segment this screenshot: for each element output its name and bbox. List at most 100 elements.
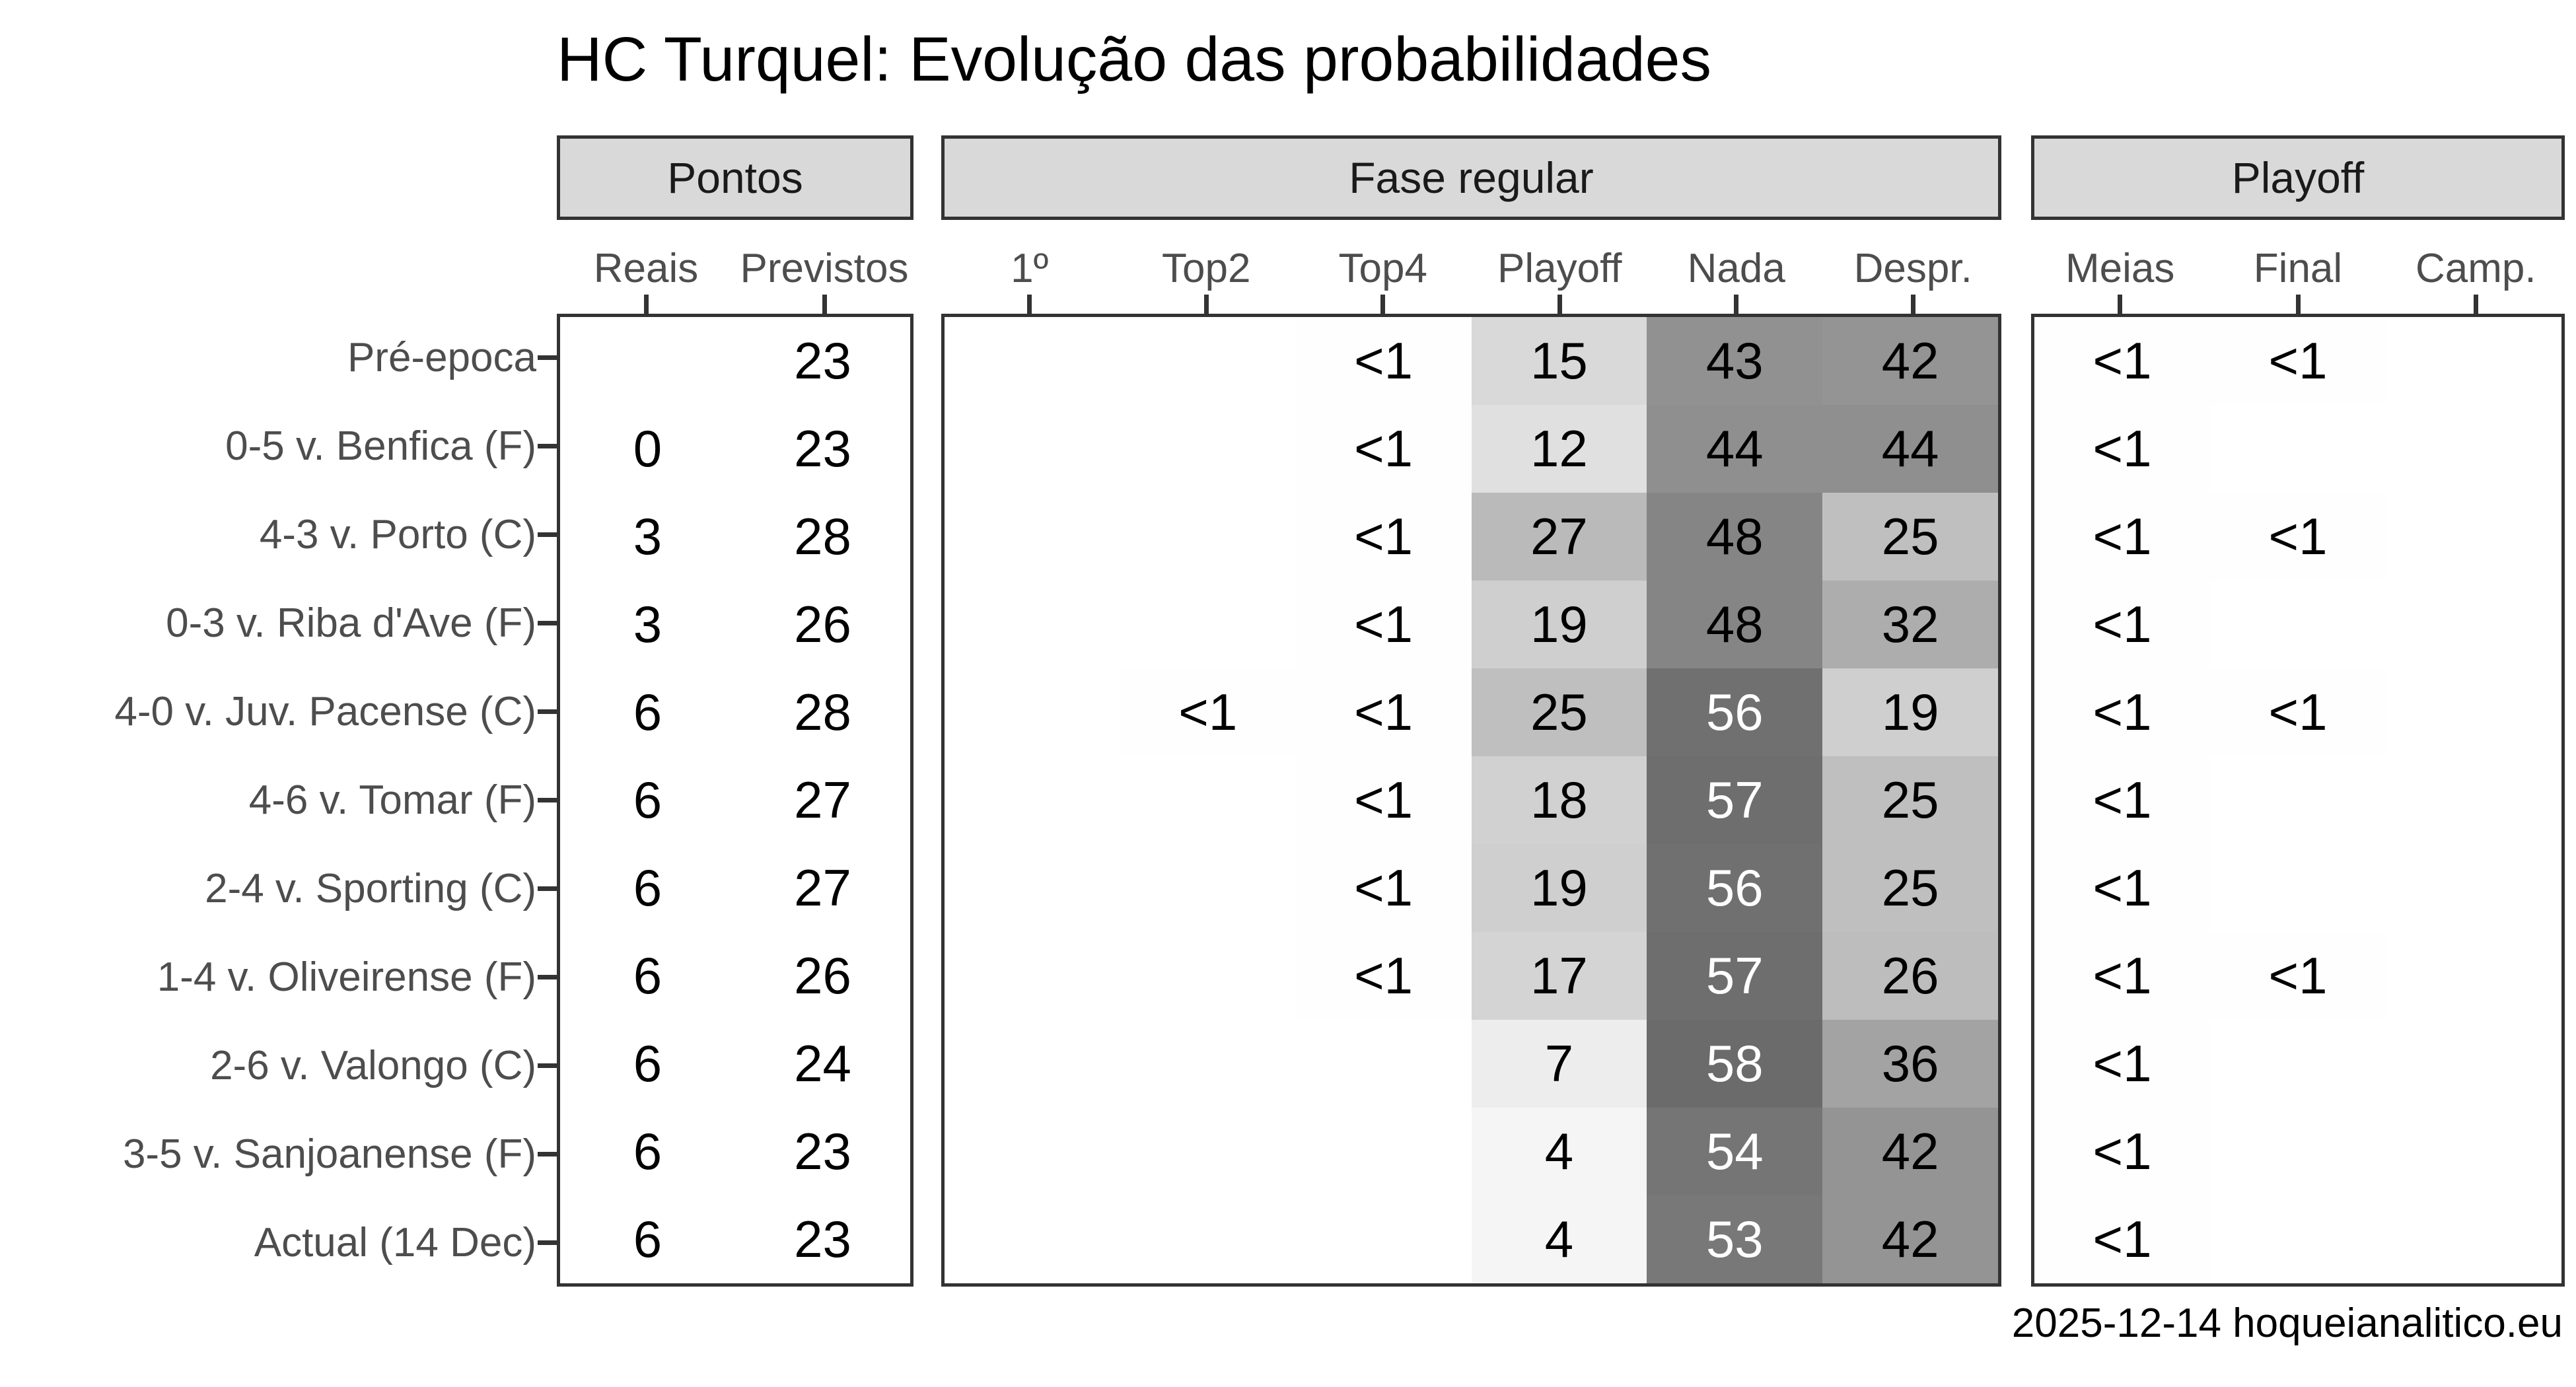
points-cell: 23: [794, 1210, 851, 1268]
heatmap-cell: 42: [1822, 1195, 1998, 1283]
heatmap-cell: [2386, 317, 2561, 405]
heatmap-cell: 26: [1822, 932, 1998, 1020]
heatmap-cell: 4: [1471, 1195, 1647, 1283]
heatmap-cell: 57: [1647, 756, 1823, 844]
points-cell: 6: [633, 859, 662, 917]
heatmap-cell: [1120, 932, 1296, 1020]
row-label: Pré-epoca: [347, 335, 536, 381]
heatmap-cell: [2386, 1195, 2561, 1283]
heatmap-cell: 54: [1647, 1108, 1823, 1195]
heatmap-cell: [1120, 756, 1296, 844]
heatmap-cell: [945, 405, 1120, 493]
heatmap-cell: 44: [1822, 405, 1998, 493]
heatmap-cell: [1120, 1195, 1296, 1283]
heatmap-cell: <1: [2034, 317, 2210, 405]
heatmap-cell: [1120, 1108, 1296, 1195]
heatmap-cell: <1: [2034, 932, 2210, 1020]
points-cell: 3: [633, 507, 662, 565]
heatmap-cell: 25: [1822, 844, 1998, 932]
heatmap-cell: 56: [1647, 844, 1823, 932]
axis-tick-top: [1910, 295, 1915, 314]
strip-fase-regular: Fase regular: [941, 135, 2001, 220]
heatmap-cell: 42: [1822, 1108, 1998, 1195]
heatmap-cell: [2386, 405, 2561, 493]
heatmap-cell: <1: [1295, 493, 1472, 581]
heatmap-cell: 19: [1471, 581, 1647, 668]
heatmap-cell: 19: [1822, 668, 1998, 756]
heatmap-cell: [1120, 405, 1296, 493]
heatmap-cell: 56: [1647, 668, 1823, 756]
heatmap-cell: [1296, 1195, 1472, 1283]
points-cell: 23: [794, 419, 851, 478]
heatmap-cell: 48: [1647, 493, 1823, 581]
points-cell: 27: [794, 859, 851, 917]
axis-tick-left: [538, 444, 557, 449]
axis-tick-top: [1027, 295, 1032, 314]
heatmap-cell: <1: [1295, 581, 1472, 668]
heatmap-cell: 18: [1471, 756, 1647, 844]
heatmap-cell: [2210, 581, 2386, 668]
heatmap-cell: [1120, 1020, 1296, 1108]
heatmap-cell: [945, 317, 1120, 405]
points-cell: 26: [794, 595, 851, 653]
column-header-fase-3: Playoff: [1497, 246, 1622, 291]
axis-tick-top: [1203, 295, 1209, 314]
heatmap-cell: [945, 1108, 1120, 1195]
points-cell: 6: [633, 771, 662, 829]
axis-tick-left: [538, 709, 557, 715]
points-cell: 27: [794, 771, 851, 829]
heatmap-cell: <1: [2210, 493, 2386, 581]
heatmap-cell: [2386, 581, 2561, 668]
column-header-pontos-1: Previstos: [740, 246, 909, 291]
axis-tick-top: [1380, 295, 1386, 314]
heatmap-cell: [2386, 844, 2561, 932]
heatmap-cell: <1: [2034, 1108, 2210, 1195]
row-label: 0-5 v. Benfica (F): [225, 423, 536, 470]
heatmap-cell: 19: [1471, 844, 1647, 932]
strip-pontos: Pontos: [557, 135, 913, 220]
heatmap-cell: [1296, 1020, 1472, 1108]
column-header-playoff-0: Meias: [2065, 246, 2175, 291]
heatmap-cell: <1: [2034, 581, 2210, 668]
heatmap-cell: 17: [1471, 932, 1647, 1020]
row-label: 4-6 v. Tomar (F): [248, 777, 536, 823]
axis-tick-left: [538, 532, 557, 538]
heatmap-cell: <1: [1295, 405, 1472, 493]
heatmap-cell: 42: [1822, 317, 1998, 405]
heatmap-cell: [2210, 405, 2386, 493]
row-label: 0-3 v. Riba d'Ave (F): [166, 600, 536, 647]
row-label: 4-0 v. Juv. Pacense (C): [114, 689, 536, 735]
heatmap-cell: <1: [2034, 493, 2210, 581]
heatmap-cell: 57: [1647, 932, 1823, 1020]
row-label: Actual (14 Dec): [254, 1219, 536, 1265]
column-header-fase-4: Nada: [1687, 246, 1785, 291]
heatmap-cell: [945, 581, 1120, 668]
column-header-fase-5: Despr.: [1853, 246, 1972, 291]
points-cell: 3: [633, 595, 662, 653]
panel-playoff: <1 <1 <1 <1 <1 <1 <1 <1 <1 <1 <1 <1 <1 <1 <1: [2031, 314, 2565, 1287]
heatmap-cell: [945, 756, 1120, 844]
heatmap-cell: <1: [1295, 932, 1472, 1020]
heatmap-cell: 12: [1471, 405, 1647, 493]
points-cell: 28: [794, 683, 851, 741]
heatmap-cell: <1: [2210, 932, 2386, 1020]
heatmap-cell: [2210, 1195, 2386, 1283]
axis-tick-top: [822, 295, 827, 314]
heatmap-cell: 53: [1647, 1195, 1823, 1283]
column-header-playoff-2: Camp.: [2415, 246, 2536, 291]
points-cell: 23: [794, 332, 851, 390]
axis-tick-left: [538, 974, 557, 979]
row-label: 1-4 v. Oliveirense (F): [157, 954, 536, 1000]
heatmap-cell: 25: [1471, 668, 1647, 756]
points-cell: [560, 317, 735, 405]
heatmap-cell: [945, 932, 1120, 1020]
column-header-fase-1: Top2: [1162, 246, 1251, 291]
heatmap-cell: [2386, 1108, 2561, 1195]
heatmap-cell: [1120, 493, 1296, 581]
heatmap-cell: [2386, 1020, 2561, 1108]
heatmap-cell: <1: [2034, 1195, 2210, 1283]
caption: 2025-12-14 hoqueianalitico.eu: [2011, 1300, 2563, 1346]
axis-tick-top: [1557, 295, 1562, 314]
heatmap-cell: [945, 1195, 1120, 1283]
axis-tick-top: [2118, 295, 2123, 314]
